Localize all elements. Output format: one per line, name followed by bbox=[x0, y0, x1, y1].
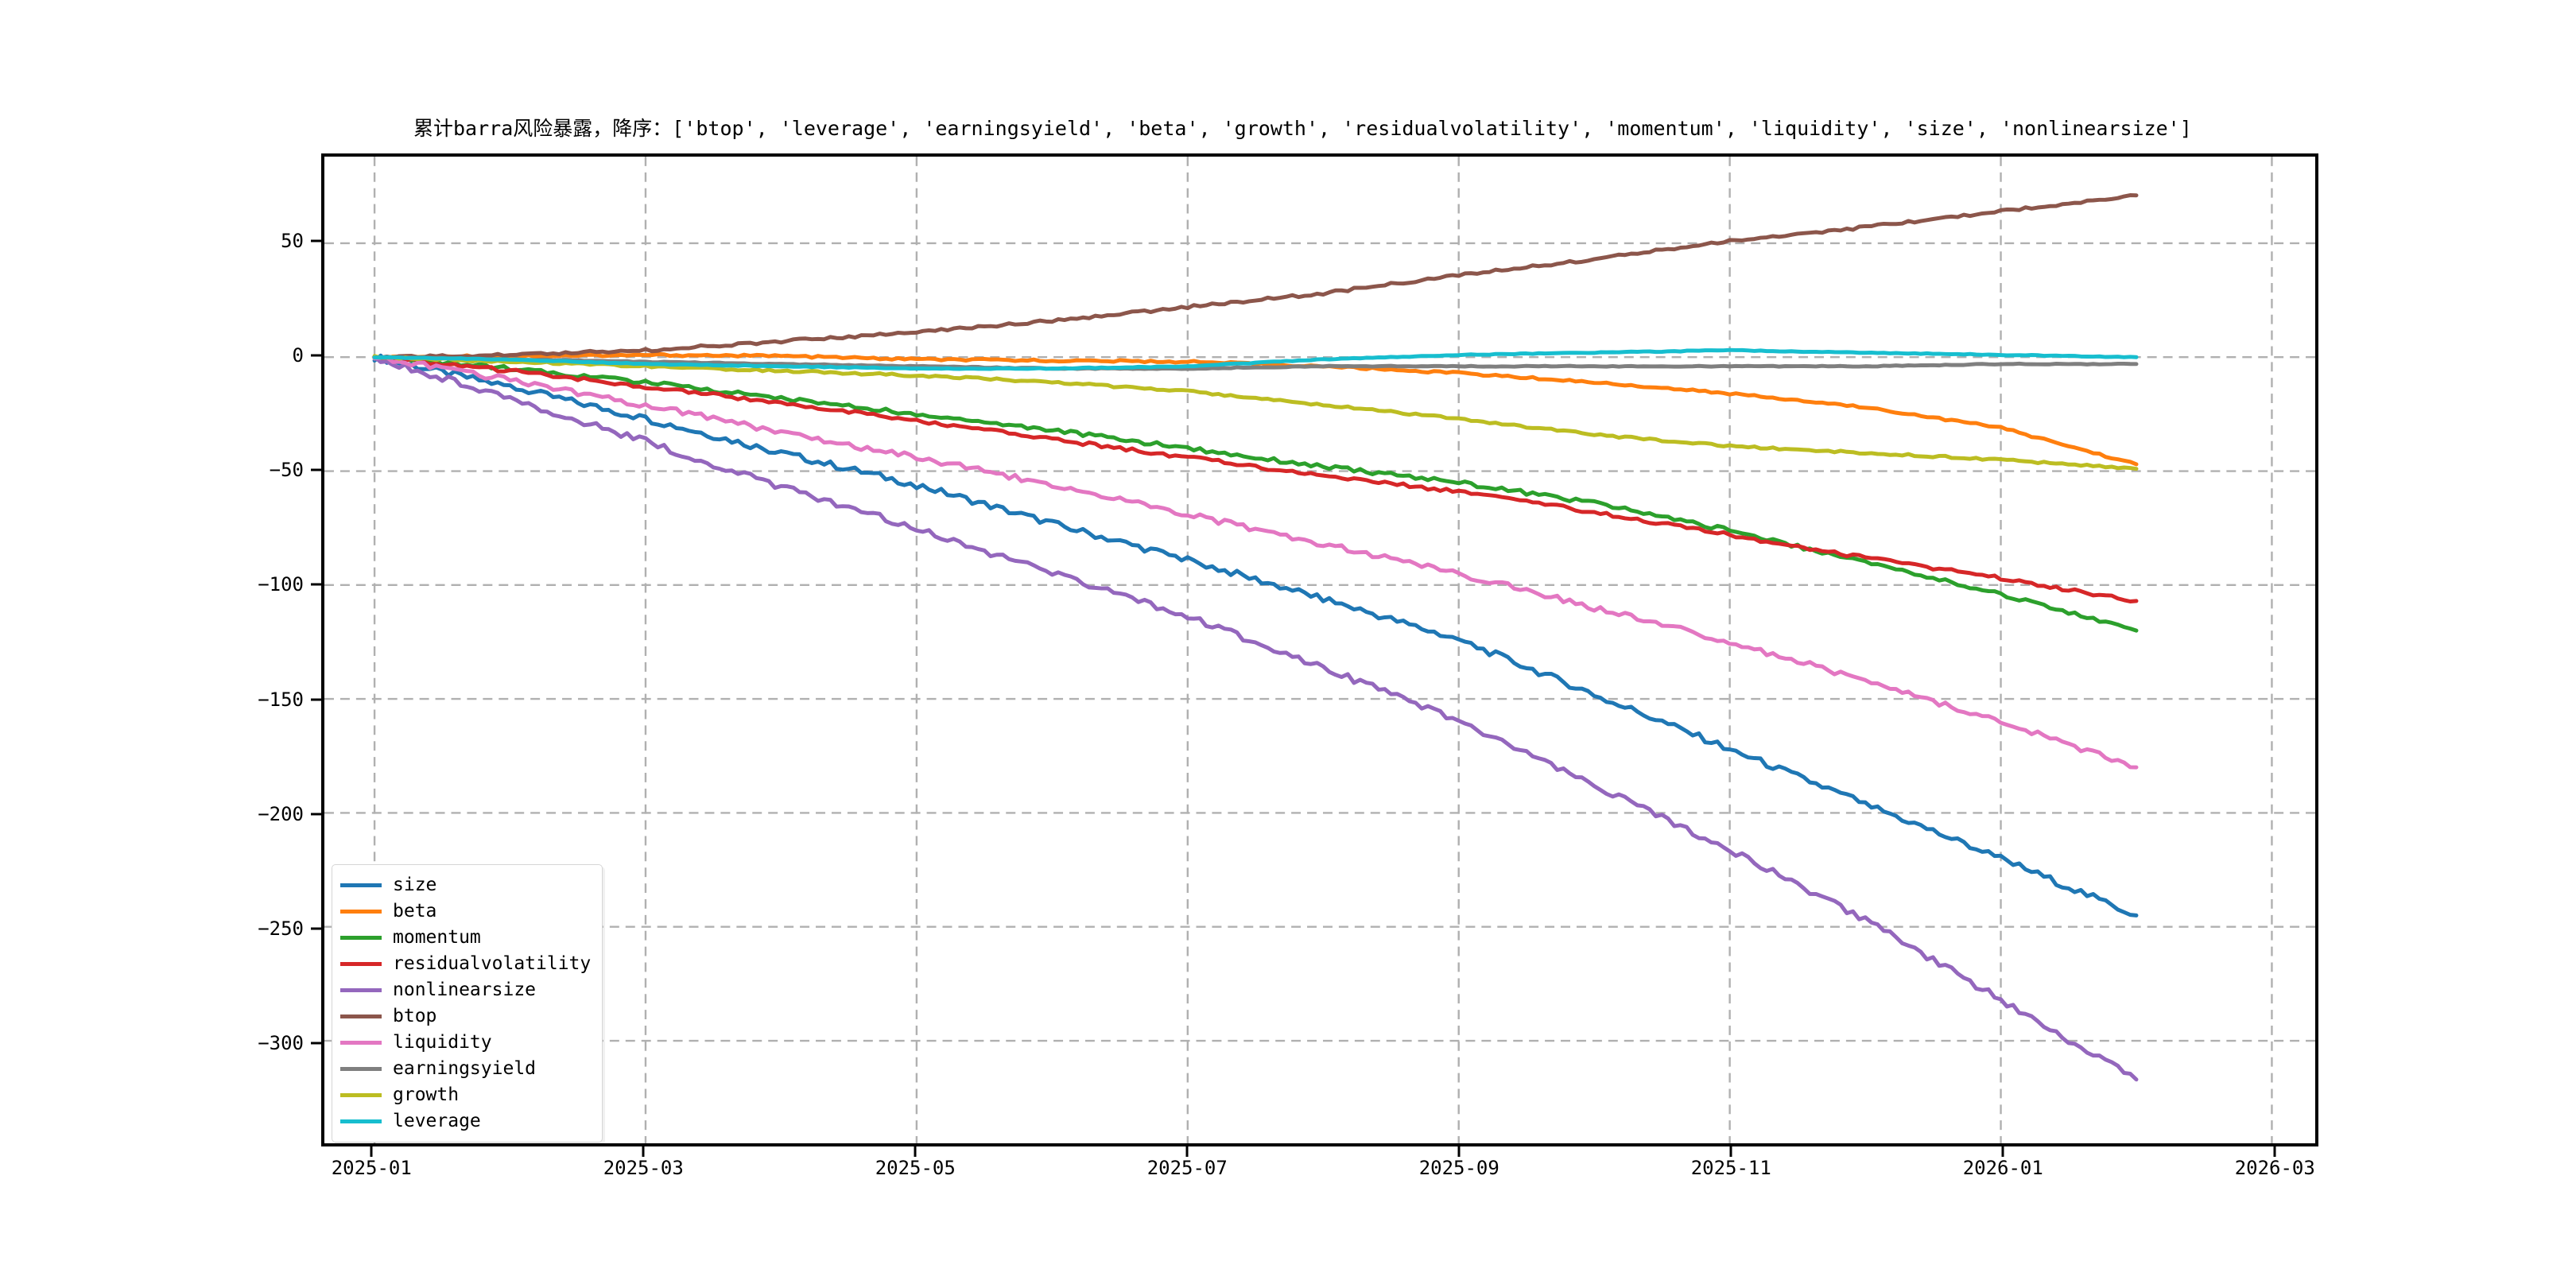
x-axis-tick-mark bbox=[2001, 1146, 2004, 1157]
x-axis-tick-label: 2025-01 bbox=[331, 1157, 412, 1179]
y-axis-tick-label: −100 bbox=[258, 573, 304, 596]
x-axis-tick-label: 2026-01 bbox=[1962, 1157, 2043, 1179]
y-axis-tick-label: −300 bbox=[258, 1032, 304, 1055]
legend-item-label: leverage bbox=[393, 1111, 481, 1131]
legend-color-swatch-liquidity bbox=[340, 1041, 382, 1045]
legend-color-swatch-nonlinearsize bbox=[340, 988, 382, 992]
legend-color-swatch-btop bbox=[340, 1014, 382, 1018]
y-axis-tick-label: −250 bbox=[258, 917, 304, 940]
x-axis-tick-label: 2025-09 bbox=[1418, 1157, 1499, 1179]
legend-color-swatch-size bbox=[340, 883, 382, 887]
legend-item-earningsyield[interactable]: earningsyield bbox=[340, 1056, 591, 1082]
series-line-residualvolatility bbox=[372, 355, 2139, 603]
legend-color-swatch-momentum bbox=[340, 936, 382, 940]
legend-item-liquidity[interactable]: liquidity bbox=[340, 1030, 591, 1056]
legend-color-swatch-leverage bbox=[340, 1119, 382, 1123]
legend-item-momentum[interactable]: momentum bbox=[340, 925, 591, 951]
y-axis-tick-mark bbox=[311, 239, 321, 242]
legend-color-swatch-beta bbox=[340, 910, 382, 914]
y-axis-tick-mark bbox=[311, 1042, 321, 1045]
legend-item-label: residualvolatility bbox=[393, 953, 592, 974]
legend[interactable]: size beta momentum residualvolatility nonlin… bbox=[332, 864, 603, 1143]
y-axis-tick-mark bbox=[311, 583, 321, 586]
y-axis-tick-label: 50 bbox=[281, 229, 304, 252]
y-axis-tick-label: 0 bbox=[292, 343, 304, 367]
legend-item-leverage[interactable]: leverage bbox=[340, 1108, 591, 1135]
legend-item-label: momentum bbox=[393, 927, 481, 948]
y-axis-tick-mark bbox=[311, 354, 321, 357]
y-axis-tick-label: −50 bbox=[269, 459, 304, 482]
series-line-leverage bbox=[372, 347, 2139, 371]
series-line-btop bbox=[372, 193, 2139, 360]
legend-item-btop[interactable]: btop bbox=[340, 1003, 591, 1030]
plot-svg bbox=[324, 157, 2315, 1143]
y-axis-tick-label: −150 bbox=[258, 688, 304, 711]
legend-color-swatch-earningsyield bbox=[340, 1067, 382, 1071]
y-axis-tick-mark bbox=[311, 698, 321, 701]
x-axis-tick-mark bbox=[1457, 1146, 1461, 1157]
series-line-momentum bbox=[372, 355, 2139, 633]
series-line-size bbox=[372, 353, 2139, 918]
y-axis-tick-mark bbox=[311, 927, 321, 930]
x-axis-tick-mark bbox=[914, 1146, 917, 1157]
series-line-beta bbox=[372, 351, 2139, 467]
page-title: 累计barra风险暴露，降序：['btop', 'leverage', 'ear… bbox=[413, 117, 2192, 140]
legend-item-residualvolatility[interactable]: residualvolatility bbox=[340, 951, 591, 977]
x-axis-tick-mark bbox=[1185, 1146, 1189, 1157]
x-axis-tick-label: 2025-05 bbox=[875, 1157, 956, 1179]
legend-item-label: size bbox=[393, 875, 437, 895]
legend-item-label: btop bbox=[393, 1006, 437, 1026]
x-axis-tick-mark bbox=[2273, 1146, 2276, 1157]
legend-item-label: beta bbox=[393, 901, 437, 921]
x-axis-tick-mark bbox=[1729, 1146, 1732, 1157]
series-line-nonlinearsize bbox=[372, 355, 2139, 1082]
legend-item-label: growth bbox=[393, 1084, 460, 1105]
series-line-growth bbox=[372, 354, 2139, 471]
series-lines bbox=[372, 193, 2139, 1082]
y-axis-tick-mark bbox=[311, 468, 321, 471]
legend-item-size[interactable]: size bbox=[340, 872, 591, 898]
legend-item-label: liquidity bbox=[393, 1032, 492, 1053]
legend-item-label: nonlinearsize bbox=[393, 980, 537, 1000]
x-axis-tick-label: 2025-11 bbox=[1690, 1157, 1771, 1179]
legend-item-growth[interactable]: growth bbox=[340, 1082, 591, 1108]
x-axis-tick-label: 2025-07 bbox=[1146, 1157, 1228, 1179]
legend-item-label: earningsyield bbox=[393, 1058, 537, 1079]
x-axis-tick-label: 2025-03 bbox=[603, 1157, 684, 1179]
plot-area bbox=[321, 153, 2318, 1146]
y-axis-tick-mark bbox=[311, 813, 321, 816]
x-axis-tick-label: 2026-03 bbox=[2234, 1157, 2315, 1179]
gridlines bbox=[324, 157, 2315, 1143]
legend-item-nonlinearsize[interactable]: nonlinearsize bbox=[340, 977, 591, 1003]
y-axis-tick-label: −200 bbox=[258, 802, 304, 825]
legend-color-swatch-residualvolatility bbox=[340, 962, 382, 966]
x-axis-tick-mark bbox=[642, 1146, 645, 1157]
x-axis-tick-mark bbox=[370, 1146, 373, 1157]
series-line-earningsyield bbox=[372, 355, 2139, 371]
series-line-liquidity bbox=[372, 355, 2139, 770]
legend-color-swatch-growth bbox=[340, 1093, 382, 1097]
legend-item-beta[interactable]: beta bbox=[340, 898, 591, 925]
